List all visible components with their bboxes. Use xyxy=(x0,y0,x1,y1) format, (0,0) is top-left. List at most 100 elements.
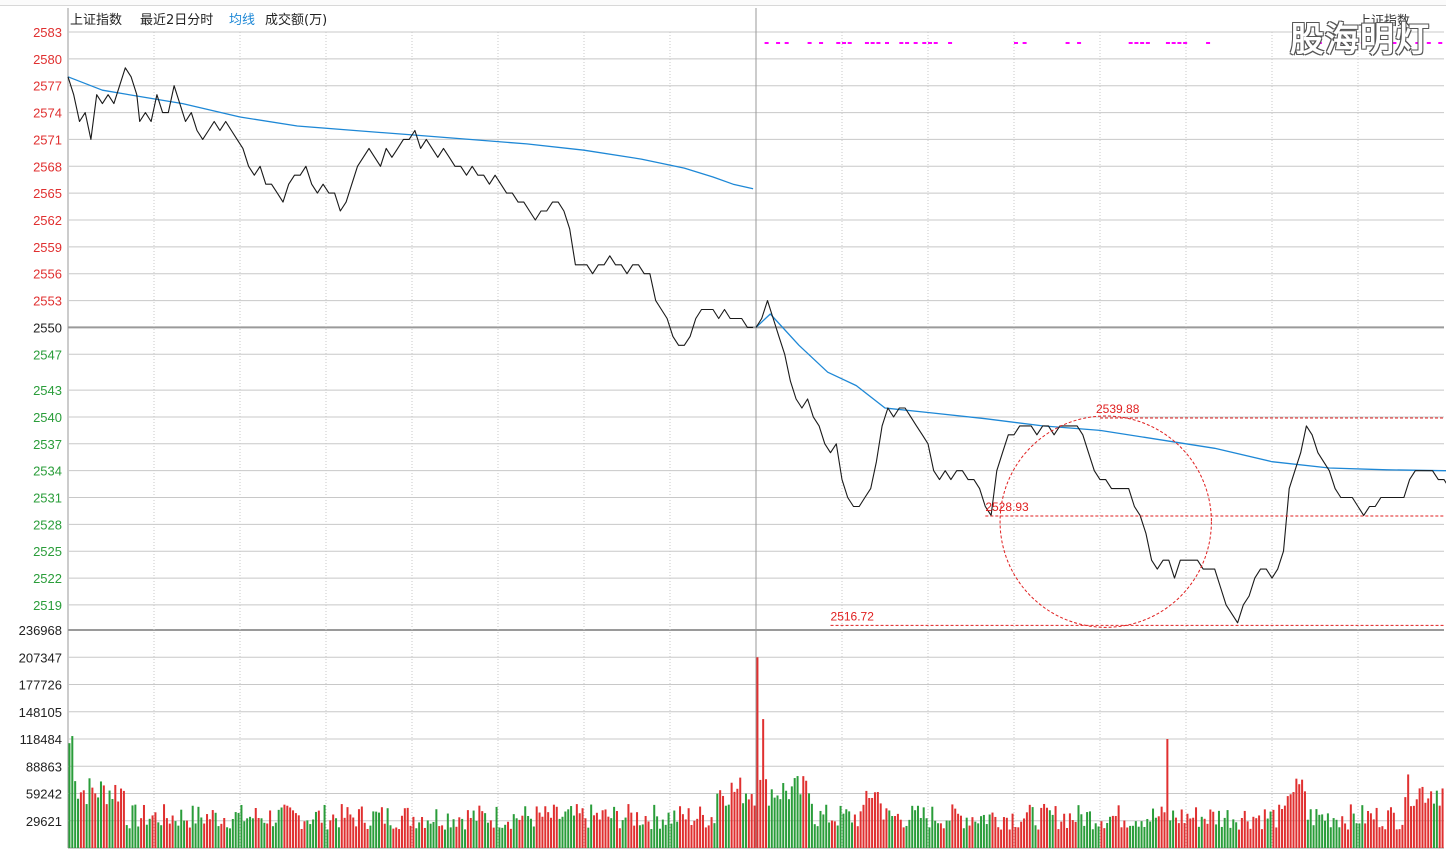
volume-bar xyxy=(1212,811,1215,848)
volume-bar xyxy=(392,828,395,848)
volume-bar xyxy=(489,820,492,848)
volume-bar xyxy=(180,809,183,848)
volume-bar xyxy=(492,827,495,848)
volume-bar xyxy=(1100,821,1103,848)
volume-bar xyxy=(988,814,991,848)
volume-bar xyxy=(1260,829,1263,848)
volume-bar xyxy=(828,822,831,848)
volume-bar xyxy=(1404,797,1407,848)
volume-bar xyxy=(561,816,564,848)
signal-marker xyxy=(899,42,904,44)
volume-bar xyxy=(1432,803,1435,848)
period-label[interactable]: 最近2日分时 xyxy=(140,13,214,28)
volume-bar xyxy=(1060,821,1063,848)
volume-bar xyxy=(208,819,211,848)
annotation-label: 2516.72 xyxy=(831,609,875,623)
avg-line-legend[interactable]: 均线 xyxy=(229,13,256,28)
volume-bar xyxy=(1381,826,1384,848)
volume-bar xyxy=(968,825,971,848)
volume-bar xyxy=(644,816,647,848)
volume-bar xyxy=(765,779,768,848)
volume-bar xyxy=(859,811,862,848)
volume-bar xyxy=(249,816,252,848)
volume-bar xyxy=(911,805,914,848)
volume-bar xyxy=(1269,811,1272,848)
volume-bar xyxy=(449,827,452,848)
volume-bar xyxy=(914,810,917,848)
volume-bar xyxy=(1063,813,1066,848)
volume-bar xyxy=(217,826,220,848)
volume-bar xyxy=(91,787,94,848)
volume-bar xyxy=(1109,816,1112,848)
volume-bar xyxy=(142,804,145,848)
signal-marker xyxy=(776,42,781,44)
volume-bar xyxy=(312,819,315,848)
volume-bar xyxy=(154,812,157,848)
volume-bar xyxy=(1407,774,1410,848)
volume-bar xyxy=(1283,805,1286,848)
volume-bar xyxy=(160,825,163,848)
volume-bar xyxy=(455,826,458,848)
volume-bar xyxy=(1421,786,1424,848)
volume-bar xyxy=(369,825,372,848)
volume-bar xyxy=(550,817,553,848)
volume-bar xyxy=(1410,806,1413,848)
volume-bar xyxy=(782,783,785,848)
volume-bar xyxy=(1034,825,1037,848)
volume-bar xyxy=(512,814,515,848)
volume-bar xyxy=(710,817,713,848)
volume-bar xyxy=(572,815,575,848)
volume-bar xyxy=(839,805,842,848)
volume-bar xyxy=(653,804,656,848)
volume-bar xyxy=(1037,829,1040,848)
volume-bar xyxy=(1412,805,1415,848)
volume-bar xyxy=(1097,826,1100,848)
volume-bar xyxy=(524,806,527,848)
volume-bar xyxy=(931,806,934,848)
volume-bar xyxy=(730,782,733,848)
volume-bar xyxy=(509,828,512,848)
volume-bar xyxy=(1023,818,1026,848)
signal-marker xyxy=(876,42,881,44)
volume-bar xyxy=(1054,806,1057,848)
volume-bar xyxy=(578,813,581,848)
volume-bar xyxy=(954,808,957,848)
signal-marker xyxy=(847,42,852,44)
volume-bar xyxy=(226,827,229,848)
volume-bar xyxy=(1163,812,1166,848)
volume-bar xyxy=(99,781,102,848)
volume-bar xyxy=(389,825,392,848)
volume-tick-label: 148105 xyxy=(19,705,62,720)
volume-bar xyxy=(1223,817,1226,848)
volume-bar xyxy=(985,824,988,848)
volume-bar xyxy=(1375,807,1378,848)
volume-bar xyxy=(1197,826,1200,848)
volume-bar xyxy=(1106,822,1109,848)
volume-bar xyxy=(1220,826,1223,848)
volume-bar xyxy=(128,828,131,848)
top-right-index-label[interactable]: 上证指数 xyxy=(1357,14,1410,29)
signal-marker xyxy=(1134,42,1139,44)
volume-bar xyxy=(240,804,243,848)
signal-marker xyxy=(1360,42,1365,44)
volume-bar xyxy=(902,827,905,848)
volume-bar xyxy=(1378,827,1381,848)
volume-bar xyxy=(438,826,441,848)
volume-bar xyxy=(452,819,455,848)
volume-bar xyxy=(1025,812,1028,848)
volume-bar xyxy=(478,805,481,848)
volume-bar xyxy=(1057,829,1060,848)
annotation-label: 2539.88 xyxy=(1096,402,1140,416)
volume-bar xyxy=(673,810,676,848)
volume-bar xyxy=(1043,803,1046,848)
volume-bar xyxy=(1430,791,1433,848)
avg-line-day2 xyxy=(755,313,1446,472)
volume-bar xyxy=(395,827,398,848)
volume-bar xyxy=(111,799,114,848)
volume-bar xyxy=(1077,805,1080,848)
price-tick-label: 2534 xyxy=(33,464,62,479)
volume-bar xyxy=(991,812,994,848)
volume-bar xyxy=(627,804,630,848)
volume-bar xyxy=(747,799,750,848)
volume-legend[interactable]: 成交额(万) xyxy=(265,13,328,28)
